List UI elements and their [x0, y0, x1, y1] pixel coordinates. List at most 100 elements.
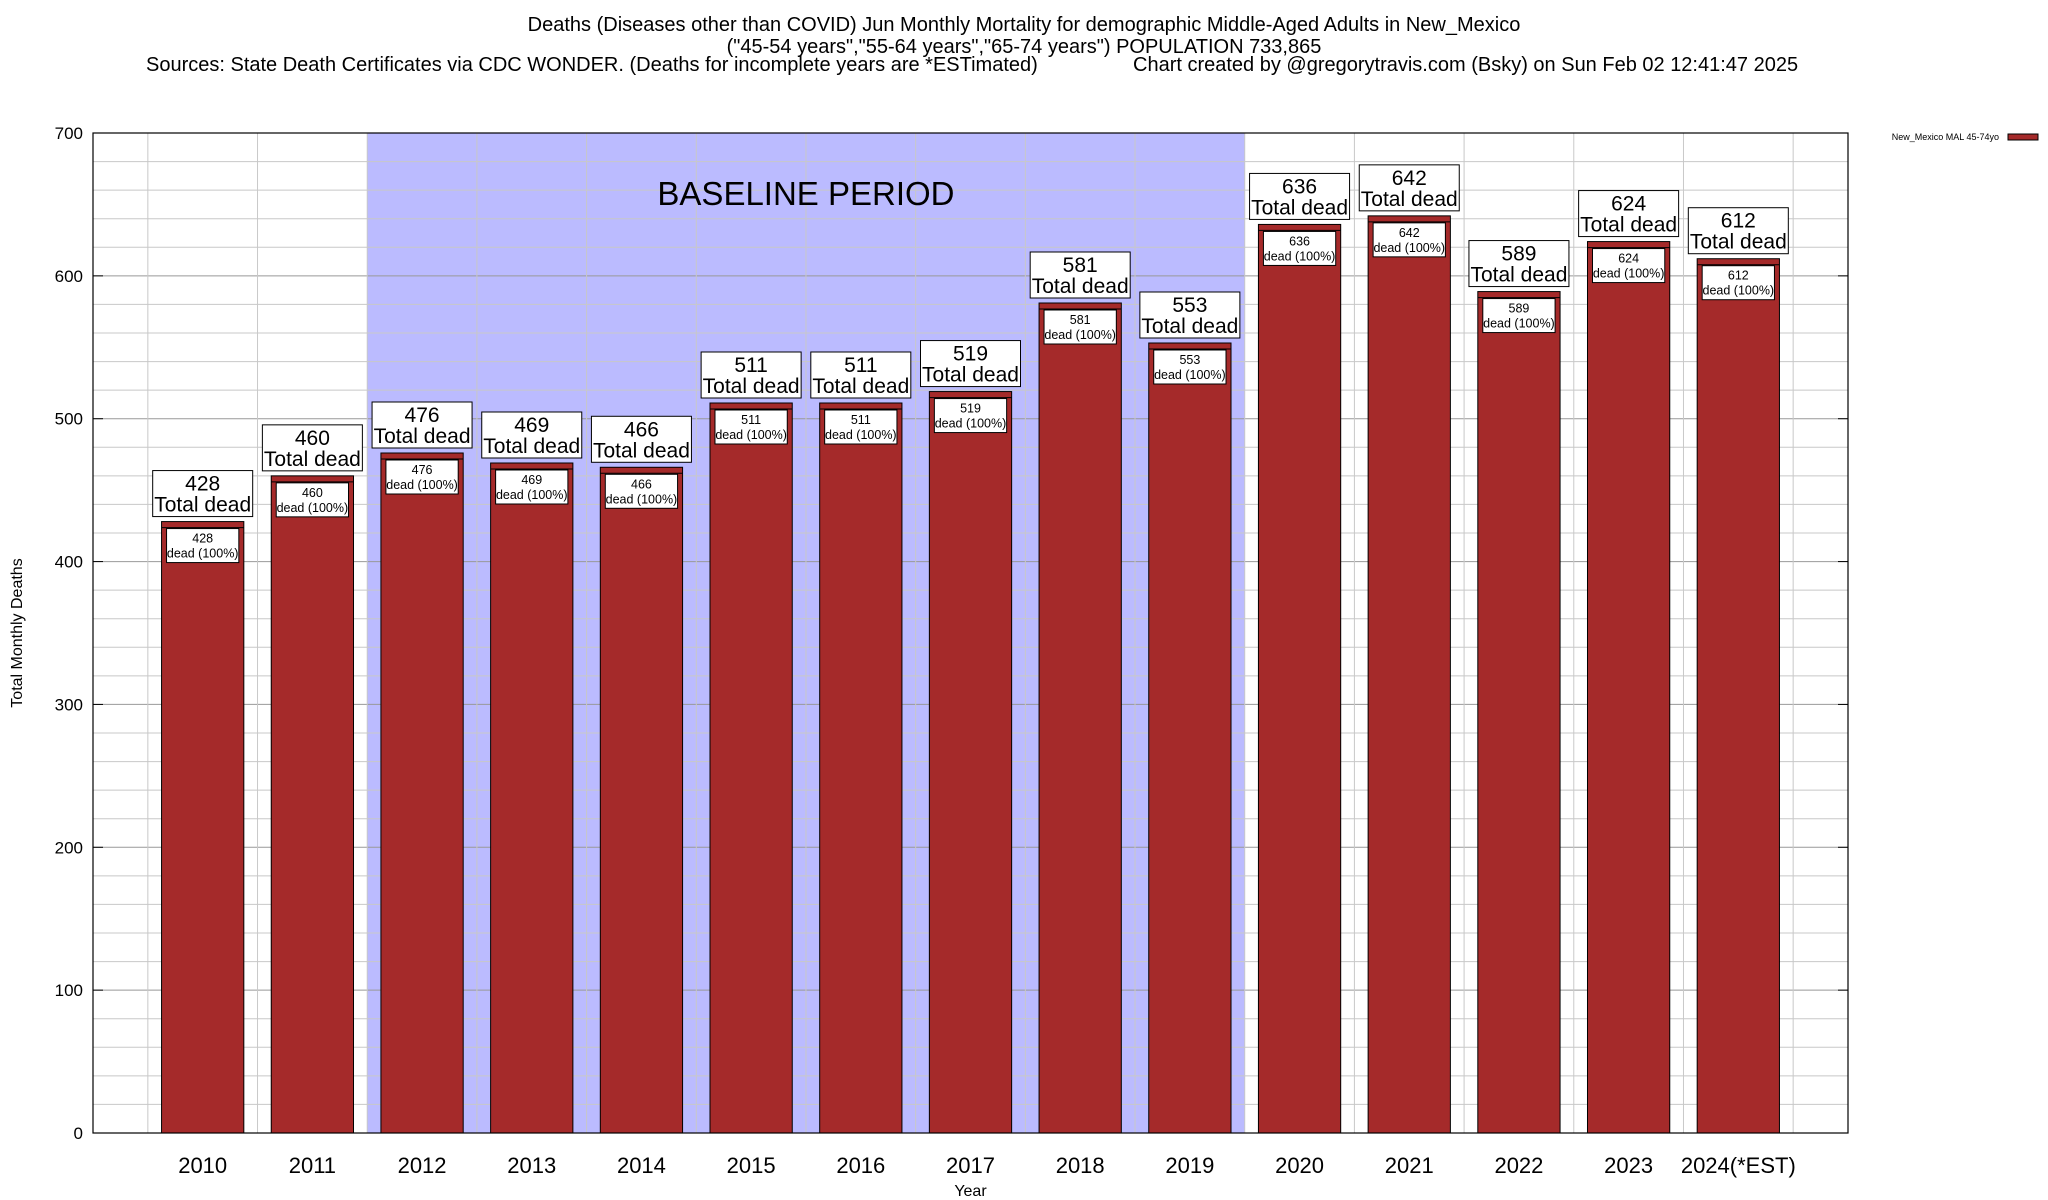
bar-top-suffix: Total dead [703, 375, 800, 398]
bar-top-value: 428 [185, 473, 220, 496]
bar-inner-value: 511 [741, 413, 761, 427]
x-tick-label: 2024(*EST) [1681, 1153, 1796, 1178]
bar-inner-suffix: dead (100%) [496, 488, 568, 502]
plot-frame [92, 132, 1849, 1134]
bar-inner-value: 553 [1179, 353, 1200, 367]
bar-inner-label-box [495, 469, 569, 505]
bar [1586, 241, 1671, 1134]
bar-inner-label-box [714, 409, 788, 445]
bar [270, 475, 355, 1134]
bar-top-value: 581 [1063, 254, 1098, 277]
bar-inner-label-box [166, 528, 240, 564]
bar-top-suffix: Total dead [1470, 264, 1567, 287]
bar-inner-value: 460 [302, 486, 323, 500]
bar-top-value: 642 [1392, 167, 1427, 190]
bar-inner-suffix: dead (100%) [1703, 284, 1775, 298]
y-tick-label: 200 [55, 838, 83, 857]
bar-inner-value: 428 [192, 532, 213, 546]
bar [380, 452, 464, 1134]
bar-top-value: 476 [405, 404, 440, 427]
bar-inner-suffix: dead (100%) [715, 428, 787, 442]
bar-top-suffix: Total dead [1141, 315, 1238, 338]
bar [161, 521, 245, 1134]
bar-top-value: 553 [1172, 294, 1207, 317]
bar-inner-value: 519 [960, 402, 981, 416]
bar-inner-value: 469 [521, 473, 542, 487]
y-axis-title: Total Monthly Deaths [9, 558, 26, 707]
chart-subtitle: ("45-54 years","55-64 years","65-74 year… [726, 36, 1322, 58]
bar-top-suffix: Total dead [1690, 231, 1787, 254]
bar-top-label-box [1139, 291, 1241, 339]
x-tick-label: 2016 [836, 1153, 885, 1178]
x-tick-label: 2019 [1165, 1153, 1214, 1178]
bar-top-suffix: Total dead [374, 425, 471, 448]
chart-credit: Chart created by @gregorytravis.com (Bsk… [1133, 54, 1799, 76]
y-tick-label: 300 [55, 695, 83, 714]
bar-top-label-box [1468, 240, 1570, 288]
bar-top-value: 589 [1501, 243, 1536, 266]
x-tick-label: 2018 [1056, 1153, 1105, 1178]
bar-inner-value: 511 [851, 413, 871, 427]
bar [709, 402, 793, 1134]
x-tick-label: 2011 [289, 1153, 336, 1178]
legend-entry: New_Mexico MAL 45-74yo [1892, 132, 1999, 142]
bar-inner-label-box [604, 473, 679, 509]
bar-inner-suffix: dead (100%) [277, 501, 349, 515]
bar-top-label-box [590, 415, 692, 463]
x-tick-label: 2012 [398, 1153, 447, 1178]
bar [1696, 258, 1780, 1134]
bar [1257, 223, 1342, 1134]
bar-inner-label-box [1591, 248, 1666, 284]
bar-top-value: 612 [1721, 210, 1756, 233]
bar-inner-value: 581 [1070, 313, 1091, 327]
bar-top-value: 519 [953, 343, 988, 366]
bar-inner-label-box [1372, 222, 1446, 258]
bar-inner-value: 642 [1399, 226, 1420, 240]
bar-inner-label-box [1482, 298, 1556, 334]
bar-inner-label-box [275, 482, 350, 518]
bar-inner-label-box [1701, 265, 1775, 301]
x-tick-label: 2014 [617, 1153, 666, 1178]
x-tick-label: 2021 [1385, 1153, 1434, 1178]
x-tick-label: 2013 [507, 1153, 556, 1178]
bar-inner-label-box [1153, 349, 1227, 385]
bar-top-value: 511 [734, 354, 767, 377]
bar-top-label-box [810, 351, 912, 399]
bar-top-suffix: Total dead [922, 364, 1019, 387]
bar-top-label-box [371, 401, 473, 449]
bar-inner-label-box [1262, 230, 1337, 266]
bar [490, 462, 574, 1134]
bar-top-suffix: Total dead [1032, 275, 1129, 298]
bar [1477, 291, 1561, 1134]
bar-top-label-box [152, 470, 254, 518]
bar-inner-value: 612 [1728, 269, 1749, 283]
bar [819, 402, 903, 1134]
x-tick-label: 2023 [1604, 1153, 1653, 1178]
bar-inner-suffix: dead (100%) [1483, 317, 1555, 331]
x-tick-label: 2010 [178, 1153, 227, 1178]
bar-inner-value: 589 [1509, 302, 1530, 316]
bar-top-label-box [700, 351, 802, 399]
bar-top-label-box [1029, 251, 1131, 299]
bar-inner-label-box [385, 459, 459, 495]
bar-top-label-box [261, 424, 363, 472]
bar-inner-suffix: dead (100%) [825, 428, 897, 442]
bar-top-label-box [1578, 190, 1680, 238]
bar-inner-suffix: dead (100%) [1264, 249, 1336, 263]
bar-top-suffix: Total dead [483, 435, 580, 458]
bar-inner-suffix: dead (100%) [1373, 241, 1445, 255]
bar-inner-label-box [824, 409, 898, 445]
chart-source: Sources: State Death Certificates via CD… [146, 54, 1038, 76]
x-tick-label: 2020 [1275, 1153, 1324, 1178]
bar-top-value: 469 [514, 414, 549, 437]
y-tick-label: 0 [74, 1124, 83, 1143]
bar-inner-value: 476 [412, 463, 433, 477]
y-tick-label: 500 [55, 410, 83, 429]
bar-top-value: 636 [1282, 175, 1317, 198]
bar-inner-suffix: dead (100%) [1044, 328, 1116, 342]
bar [1367, 215, 1451, 1134]
bar-inner-suffix: dead (100%) [1154, 368, 1226, 382]
legend-swatch [2007, 133, 2039, 141]
bar-top-value: 466 [624, 418, 659, 441]
